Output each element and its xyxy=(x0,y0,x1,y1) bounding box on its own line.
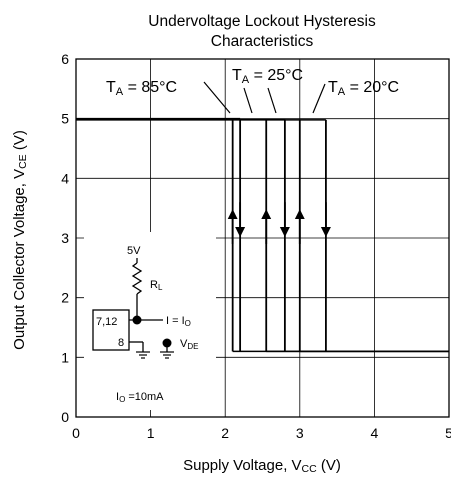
x-tick-label: 5 xyxy=(445,425,451,441)
inset-pin-top-label: 7,12 xyxy=(96,316,117,328)
series-label-25c: TA = 25°C xyxy=(232,67,303,86)
inset-condition-label: IO =10mA xyxy=(116,391,164,404)
y-tick-label: 2 xyxy=(61,290,69,306)
inset-collector-node xyxy=(132,315,142,325)
test-circuit-inset: 5V RL 7,12 8 I = IO VDE IO =10mA xyxy=(84,232,216,410)
x-tick-label: 1 xyxy=(147,425,155,441)
inset-pin-bottom-label: 8 xyxy=(118,337,124,349)
x-tick-label: 0 xyxy=(72,425,80,441)
label-leader-25c-left xyxy=(243,87,253,114)
x-tick-label: 3 xyxy=(296,425,304,441)
chart-title-line-2: Characteristics xyxy=(211,33,314,50)
inset-voltage-label: VDE xyxy=(180,338,198,351)
label-leader-85c xyxy=(203,81,231,114)
label-leader-20c xyxy=(312,83,326,114)
inset-supply-label: 5V xyxy=(127,245,141,257)
plot-border xyxy=(75,58,450,418)
plot-frame xyxy=(75,58,450,418)
y-tick-label: 4 xyxy=(61,170,69,186)
y-tick-label: 5 xyxy=(61,111,69,127)
label-leader-25c-right xyxy=(267,87,277,114)
series-label-85c: TA = 85°C xyxy=(106,79,177,98)
inset-device-box xyxy=(92,309,130,351)
inset-resistor-label: RL xyxy=(150,279,163,292)
x-tick-label: 4 xyxy=(371,425,379,441)
series-label-20c: TA = 20°C xyxy=(328,79,399,98)
inset-background xyxy=(84,232,216,410)
inset-resistor xyxy=(131,262,143,295)
y-tick-label: 0 xyxy=(61,409,69,425)
y-axis-label: Output Collector Voltage, VCE (V) xyxy=(11,130,29,350)
inset-current-label: I = IO xyxy=(166,315,191,328)
y-tick-label: 3 xyxy=(61,230,69,246)
y-tick-label: 6 xyxy=(61,51,69,67)
x-tick-labels: 0 1 2 3 4 5 xyxy=(72,425,451,441)
y-tick-labels: 0 1 2 3 4 5 6 xyxy=(61,51,69,425)
hysteresis-curves xyxy=(76,117,449,353)
chart-title: Undervoltage Lockout Hysteresis Characte… xyxy=(148,13,376,50)
series-labels: TA = 85°C TA = 25°C TA = 20°C xyxy=(106,67,399,114)
inset-voltage-node xyxy=(162,338,172,348)
chart-title-line-1: Undervoltage Lockout Hysteresis xyxy=(148,13,376,30)
x-axis-label: Supply Voltage, VCC (V) xyxy=(183,457,341,475)
x-tick-label: 2 xyxy=(221,425,229,441)
y-tick-label: 1 xyxy=(61,349,69,365)
